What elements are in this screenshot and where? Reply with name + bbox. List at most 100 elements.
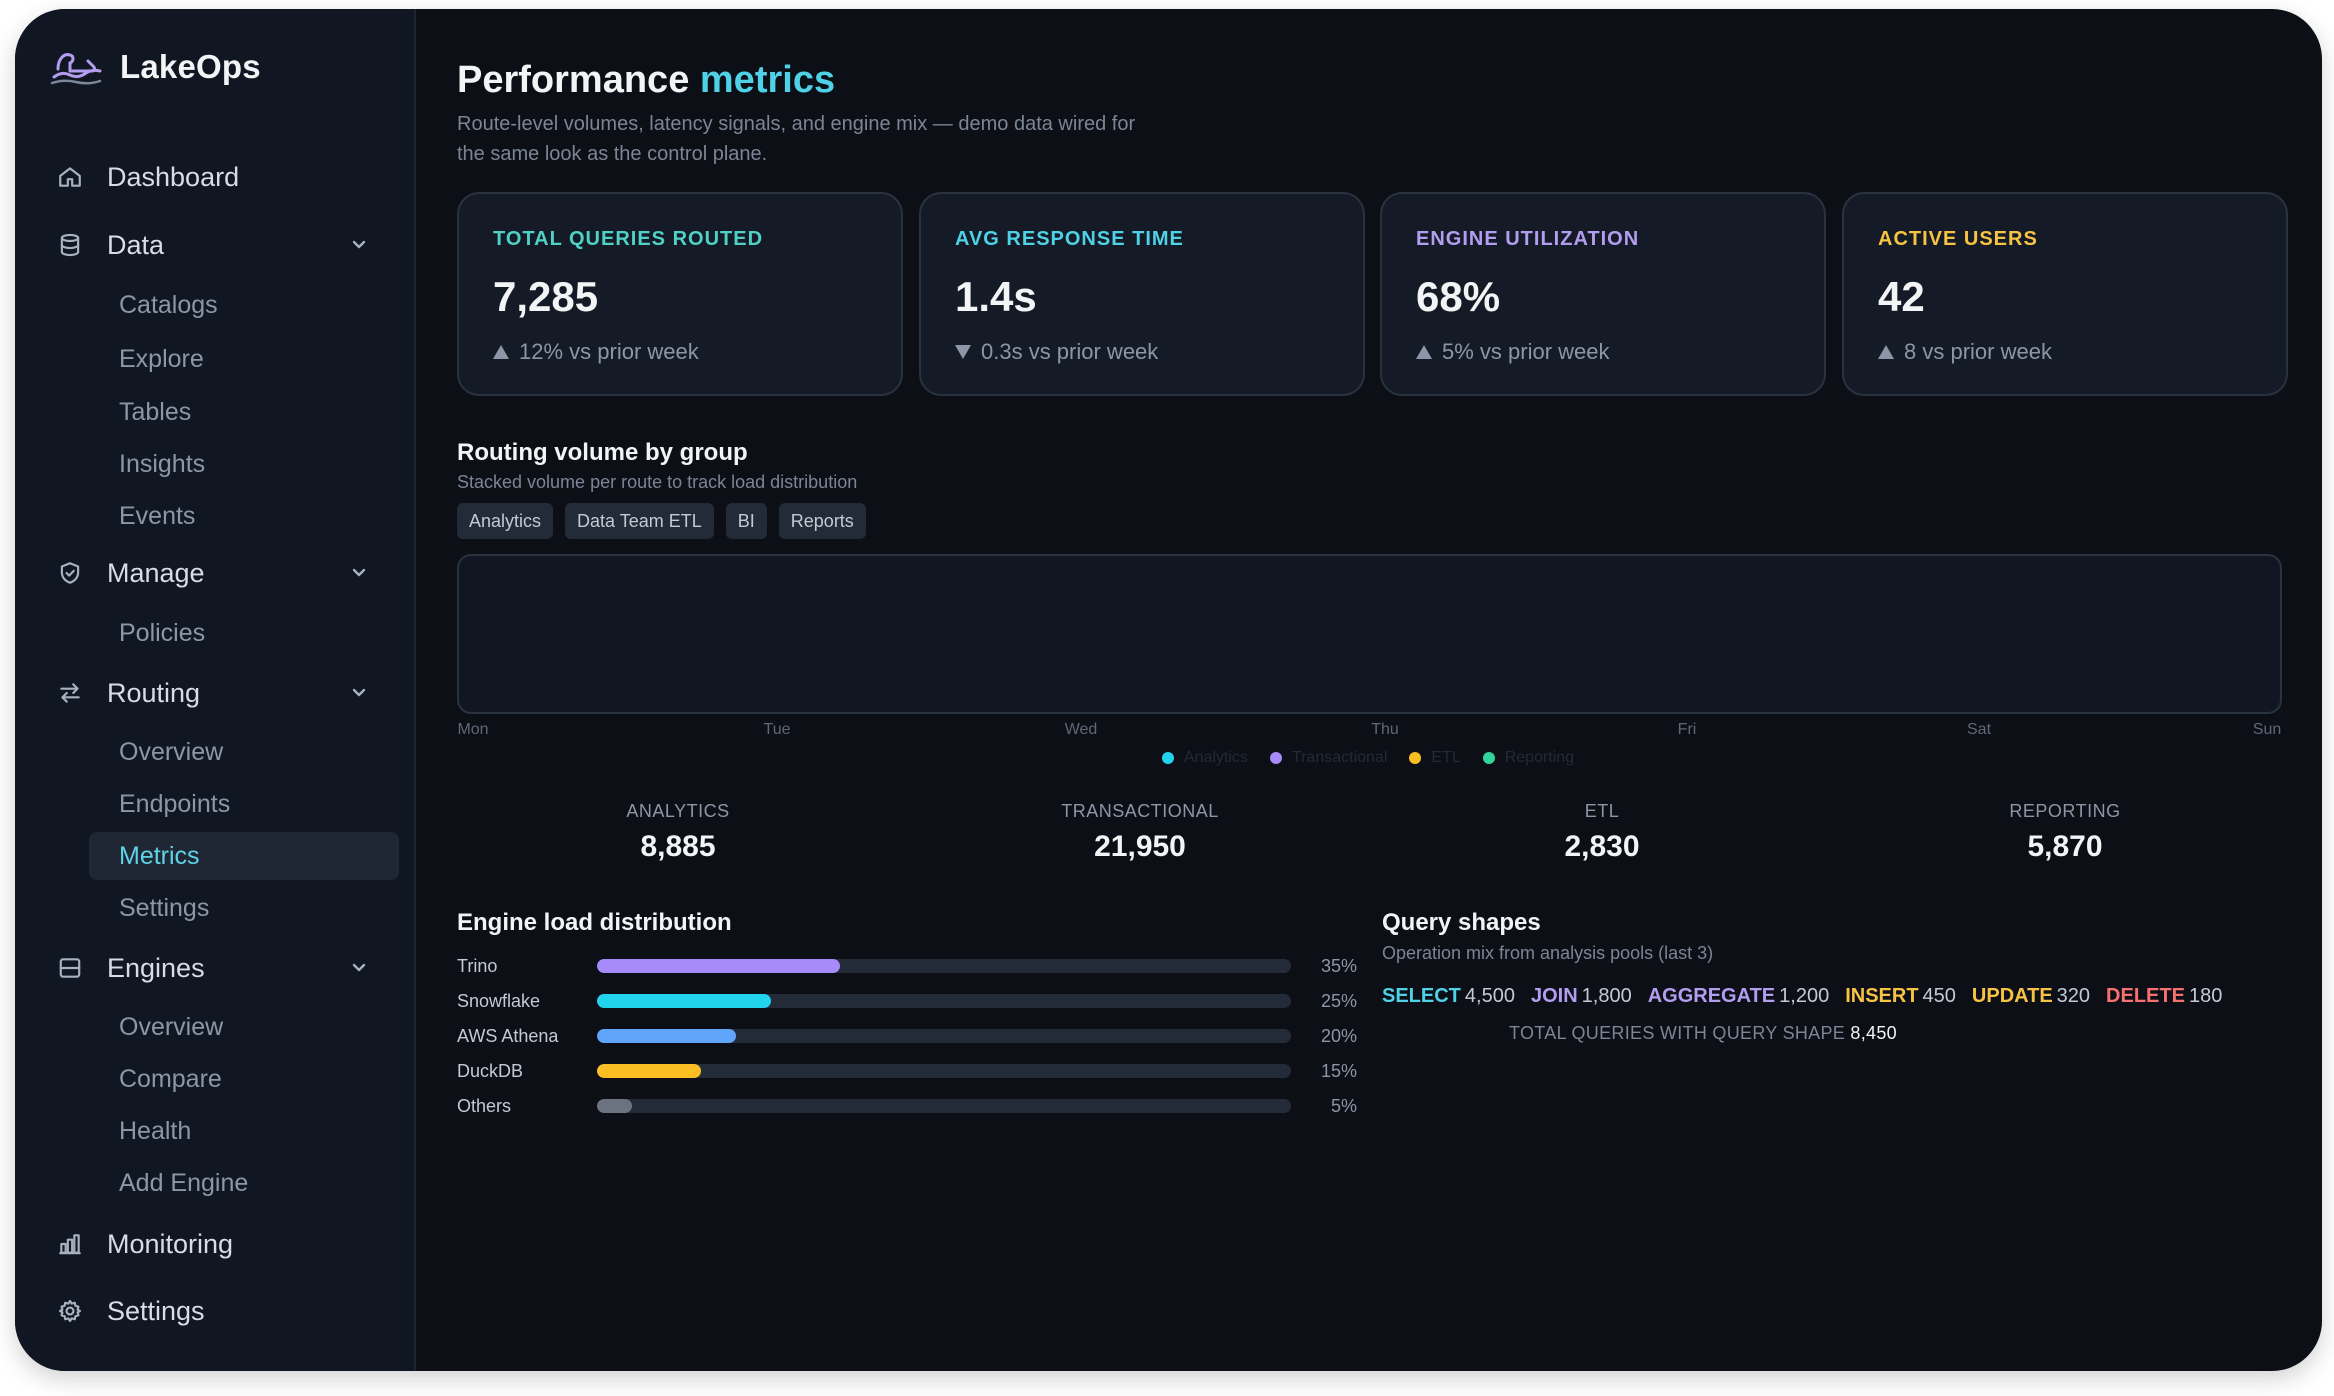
legend-label: ETL [1431,749,1461,766]
x-tick-label: Sat [1966,721,1992,738]
sidebar-item-explore[interactable]: Explore [119,344,204,373]
engine-bar-track [597,994,1291,1008]
kpi-delta: 5% vs prior week [1416,339,1824,365]
shape-name: AGGREGATE [1647,985,1776,1007]
shape-value: 180 [2188,985,2223,1007]
chip-bi[interactable]: BI [725,503,767,539]
app-window: LakeOps Dashboard Data Catalogs Explore … [15,9,2322,1371]
nav-data[interactable]: Data [55,223,395,267]
nav-dashboard[interactable]: Dashboard [55,155,395,199]
engine-name: DuckDB [457,1060,524,1081]
x-tick-label: Tue [763,721,791,738]
engine-pct: 15% [1320,1060,1357,1081]
chip-analytics[interactable]: Analytics [457,503,554,539]
kpi-card-active-users: ACTIVE USERS 42 8 vs prior week [1842,192,2288,396]
legend-item-transactional[interactable]: Transactional [1269,749,1387,767]
total-etl: ETL 2,830 [1452,801,1752,864]
nav-monitoring[interactable]: Monitoring [55,1222,395,1266]
engine-bar-fill [597,959,840,973]
total-value: 5,870 [2027,830,2103,863]
sidebar-item-engines-overview[interactable]: Overview [119,1012,224,1041]
legend-dot [1161,752,1174,764]
sidebar-item-tables[interactable]: Tables [119,397,192,426]
engine-bar-track [597,1064,1291,1078]
nav-manage[interactable]: Manage [55,551,395,595]
chip-reports[interactable]: Reports [778,503,866,539]
routing-volume-title: Routing volume by group [457,439,748,466]
legend-item-etl[interactable]: ETL [1409,749,1461,767]
engine-name: Snowflake [457,990,541,1011]
page-subtitle: Route-level volumes, latency signals, an… [457,113,1136,165]
total-label: ANALYTICS [626,801,730,821]
brand[interactable]: LakeOps [48,47,261,87]
bar-chart-icon [55,1229,85,1259]
sidebar-item-events[interactable]: Events [119,501,196,530]
page-title-accent: metrics [699,59,836,101]
legend-item-analytics[interactable]: Analytics [1161,749,1248,767]
nav-monitoring-label: Monitoring [107,1228,234,1259]
x-tick-label: Fri [1677,721,1697,738]
lake-logo-icon [50,53,102,85]
engine-row-duckdb: DuckDB 15% [457,1058,1357,1084]
kpi-delta-text: 8 vs prior week [1904,339,2052,364]
shape-value: 1,200 [1779,985,1830,1007]
engine-pct: 25% [1320,990,1357,1011]
shape-name: DELETE [2106,985,2185,1007]
database-icon [55,230,85,260]
x-tick-label: Mon [457,721,489,738]
chevron-down-icon [349,683,369,703]
sidebar-item-add-engine[interactable]: Add Engine [119,1168,249,1197]
sidebar-item-compare[interactable]: Compare [119,1064,222,1093]
engine-bar-fill [597,994,771,1008]
legend-label: Analytics [1183,749,1248,766]
total-value: 21,950 [1094,830,1186,863]
kpi-value: 1.4s [955,273,1037,320]
chevron-down-icon [349,235,369,255]
nav-routing[interactable]: Routing [55,671,395,715]
nav-settings[interactable]: Settings [55,1289,395,1333]
nav-engines[interactable]: Engines [55,946,395,990]
shape-update: UPDATE 320 [1972,985,2090,1008]
legend-dot [1409,752,1422,764]
engine-bar-fill [597,1029,736,1043]
shape-name: SELECT [1382,985,1461,1007]
engine-row-aws-athena: AWS Athena 20% [457,1023,1357,1049]
chart-x-axis: Mon Tue Wed Thu Fri Sat Sun [457,721,2282,743]
shape-value: 320 [2056,985,2091,1007]
total-transactional: TRANSACTIONAL 21,950 [990,801,1290,864]
sidebar-item-metrics[interactable]: Metrics [89,832,399,880]
sidebar-item-catalogs[interactable]: Catalogs [119,290,218,319]
page-title: Performance metrics [457,59,835,102]
sidebar-item-endpoints[interactable]: Endpoints [119,789,231,818]
triangle-up-icon [493,345,509,359]
total-reporting: REPORTING 5,870 [1915,801,2215,864]
x-tick-label: Thu [1371,721,1399,738]
nav-settings-label: Settings [107,1295,205,1326]
kpi-delta: 12% vs prior week [493,339,901,365]
group-totals: ANALYTICS 8,885 TRANSACTIONAL 21,950 ETL… [457,801,2282,871]
shape-name: UPDATE [1971,985,2053,1007]
page-title-main: Performance [457,59,690,101]
query-shapes-total: TOTAL QUERIES WITH QUERY SHAPE 8,450 [1382,1023,2024,1044]
engine-pct: 20% [1320,1025,1357,1046]
shape-insert: INSERT 450 [1845,985,1956,1008]
sidebar-item-routing-settings[interactable]: Settings [119,893,210,922]
engine-bar-fill [597,1099,632,1113]
sidebar-item-insights[interactable]: Insights [119,449,206,478]
kpi-label: ENGINE UTILIZATION [1416,228,1640,250]
triangle-up-icon [1878,345,1894,359]
sidebar: LakeOps Dashboard Data Catalogs Explore … [15,9,416,1371]
shape-delete: DELETE 180 [2106,985,2222,1008]
sidebar-item-health[interactable]: Health [119,1116,192,1145]
shape-select: SELECT 4,500 [1382,985,1515,1008]
kpi-cards: TOTAL QUERIES ROUTED 7,285 12% vs prior … [457,192,2288,396]
engine-load-title: Engine load distribution [457,909,732,936]
total-analytics: ANALYTICS 8,885 [528,801,828,864]
legend-item-reporting[interactable]: Reporting [1482,749,1574,767]
nav-dashboard-label: Dashboard [107,161,240,192]
legend-dot [1482,752,1495,764]
sidebar-item-policies[interactable]: Policies [119,618,206,647]
sidebar-item-routing-overview[interactable]: Overview [119,737,224,766]
total-label: REPORTING [2009,801,2121,821]
chip-data-team-etl[interactable]: Data Team ETL [565,503,714,539]
